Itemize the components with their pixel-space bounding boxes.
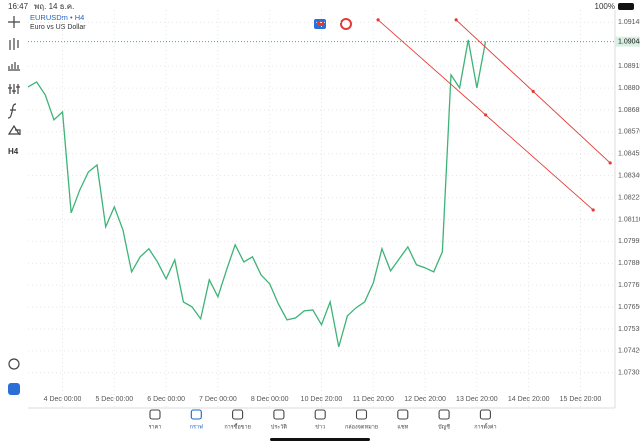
home-indicator: [270, 438, 370, 441]
y-tick-label: 1.08225: [618, 194, 640, 201]
nav-icon: [149, 409, 161, 420]
trendline-anchor: [608, 161, 612, 165]
status-time: 16:47: [8, 2, 29, 11]
x-tick-label: 8 Dec 00:00: [251, 396, 289, 403]
nav-label: แชท: [397, 423, 408, 430]
y-tick-label: 1.07765: [618, 282, 640, 289]
nav-icon: [190, 409, 202, 420]
left-toolbar: [7, 16, 21, 370]
y-tick-label: 1.07650: [618, 304, 640, 311]
nav-tab[interactable]: ราคา: [149, 409, 162, 430]
nav-icon: [314, 409, 326, 420]
function-tool[interactable]: [7, 103, 17, 119]
y-tick-label: 1.08110: [618, 216, 640, 223]
x-tick-label: 7 Dec 00:00: [199, 396, 237, 403]
nav-icon: [397, 409, 409, 420]
nav-icon: [232, 409, 244, 420]
current-price-label: 1.09044: [618, 38, 640, 45]
nav-tab[interactable]: ประวัติ: [271, 409, 287, 430]
y-tick-label: 1.08455: [618, 151, 640, 158]
battery-icon: [618, 3, 634, 10]
chart-type-tool[interactable]: [9, 38, 19, 50]
nav-tab[interactable]: ข่าว: [314, 409, 326, 430]
trendline-anchor: [454, 18, 458, 22]
nav-label: ราคา: [149, 424, 162, 430]
app-icon[interactable]: [8, 383, 20, 395]
buy-button[interactable]: [340, 18, 352, 30]
status-battery: 100%: [595, 2, 615, 11]
x-tick-label: 13 Dec 20:00: [456, 396, 498, 403]
symbol-description: Euro vs US Dollar: [30, 24, 86, 31]
y-tick-label: 1.07535: [618, 326, 640, 333]
trendline-anchor: [376, 18, 380, 22]
nav-tab[interactable]: กราฟ: [190, 409, 203, 430]
y-tick-label: 1.07995: [618, 238, 640, 245]
nav-label: กราฟ: [190, 423, 203, 430]
timeframe-button[interactable]: H4: [8, 147, 19, 156]
objects-tool[interactable]: [7, 124, 21, 135]
status-date: พฤ. 14 ธ.ค.: [34, 2, 74, 11]
nav-label: กล่องจดหมาย: [345, 424, 378, 430]
nav-tab[interactable]: แชท: [397, 409, 409, 430]
x-tick-label: 14 Dec 20:00: [508, 396, 550, 403]
price-line: [27, 39, 487, 348]
x-tick-label: 6 Dec 00:00: [147, 396, 185, 403]
y-tick-label: 1.08340: [618, 173, 640, 180]
y-tick-label: 1.08915: [618, 63, 640, 70]
symbol-name[interactable]: EURUSDm • H4: [30, 13, 84, 22]
nav-icon: [479, 409, 491, 420]
nav-label: ข่าว: [315, 424, 325, 430]
x-tick-label: 4 Dec 00:00: [44, 396, 82, 403]
crosshair-tool[interactable]: [8, 16, 20, 28]
period-tool[interactable]: [8, 62, 20, 71]
y-tick-label: 1.07305: [618, 370, 640, 377]
trendline-handle: [484, 113, 488, 117]
nav-label: การตั้งค่า: [474, 422, 496, 430]
nav-label: บัญชี: [438, 423, 450, 430]
current-price-box: [615, 36, 640, 47]
nav-tab[interactable]: การซื้อขาย: [224, 409, 251, 430]
x-tick-label: 5 Dec 00:00: [95, 396, 133, 403]
nav-icon: [438, 409, 450, 420]
y-tick-label: 1.09145: [618, 19, 640, 26]
x-tick-label: 12 Dec 20:00: [404, 396, 446, 403]
y-tick-label: 1.08685: [618, 107, 640, 114]
indicator-tool[interactable]: [8, 84, 20, 94]
nav-icon: [355, 409, 368, 420]
history-tool[interactable]: [8, 358, 20, 370]
x-tick-label: 11 Dec 20:00: [353, 396, 394, 403]
nav-label: ประวัติ: [271, 423, 287, 430]
y-tick-label: 1.08800: [618, 85, 640, 92]
trendline-anchor: [591, 208, 595, 212]
nav-tab[interactable]: บัญชี: [438, 409, 450, 430]
y-tick-label: 1.07880: [618, 260, 640, 267]
nav-tab[interactable]: การตั้งค่า: [474, 409, 497, 430]
nav-tab[interactable]: กล่องจดหมาย: [345, 409, 378, 430]
y-tick-label: 1.08570: [618, 129, 640, 136]
nav-icon: [273, 409, 285, 420]
trendline-handle: [531, 89, 535, 94]
y-tick-label: 1.07420: [618, 348, 640, 355]
x-tick-label: 10 Dec 20:00: [301, 396, 343, 403]
nav-label: การซื้อขาย: [224, 422, 250, 430]
x-tick-label: 15 Dec 20:00: [560, 396, 602, 403]
sell-icon: [317, 22, 323, 26]
